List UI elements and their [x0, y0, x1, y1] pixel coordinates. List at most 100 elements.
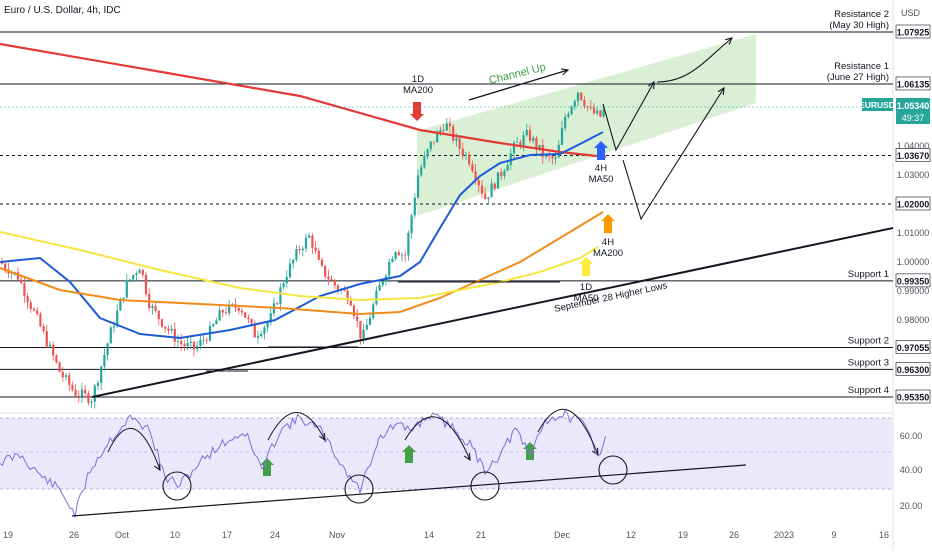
candle-body	[583, 99, 586, 107]
candle-body	[538, 144, 541, 149]
candle-body	[180, 340, 183, 345]
candle-body	[71, 384, 74, 390]
rsi-tick: 20.00	[900, 501, 923, 511]
candle-body	[157, 310, 160, 320]
candle-body	[586, 106, 589, 108]
candle-body	[442, 129, 445, 131]
candle-body	[93, 385, 96, 402]
date-tick: 17	[222, 530, 232, 540]
label-1d-ma50: 1D	[580, 282, 592, 293]
support-1-price-box	[895, 273, 931, 288]
rsi-arc	[404, 416, 471, 461]
rsi-low-circle	[470, 471, 500, 501]
date-tick: Dec	[554, 530, 571, 540]
date-tick: Nov	[329, 530, 346, 540]
candle-body	[596, 110, 599, 114]
candle-body	[189, 341, 192, 343]
price-tick: 1.03000	[897, 170, 930, 180]
candle-body	[183, 344, 186, 346]
candle-body	[352, 305, 356, 317]
channel-arrow-line	[468, 69, 569, 101]
ticker-symbol: EURUSD	[859, 100, 895, 110]
candle-body	[48, 344, 52, 347]
candle-body	[532, 137, 535, 141]
rsi-tick: 60.00	[900, 431, 923, 441]
candle-body	[468, 154, 471, 165]
candle-body	[298, 249, 301, 251]
candle-body	[423, 156, 426, 168]
candle-body	[445, 123, 448, 131]
ticker-price-box	[896, 98, 930, 124]
candle-body	[356, 316, 359, 322]
candle-body	[237, 307, 240, 311]
candle-body	[288, 263, 292, 278]
candle-body	[420, 167, 423, 176]
support-2-label: Support 2	[848, 336, 889, 347]
resistance-2-price: 1.07925	[897, 28, 930, 38]
candle-body	[535, 137, 538, 149]
candle-body	[324, 265, 327, 277]
candle-body	[212, 324, 215, 326]
candle-body	[388, 261, 391, 276]
candle-body	[541, 144, 544, 157]
level-102000-price-box	[895, 196, 931, 211]
price-tick: 1.04000	[897, 141, 930, 151]
candle-body	[29, 302, 32, 309]
candle-body	[580, 92, 583, 100]
candle-body	[407, 232, 410, 256]
label-4h-ma50: 4H	[595, 163, 607, 174]
price-tick: 0.99000	[897, 286, 930, 296]
candle-body	[429, 141, 432, 150]
candle-body	[317, 250, 320, 260]
candle-body	[45, 331, 48, 347]
candle-body	[138, 269, 141, 274]
candle-body	[282, 283, 285, 288]
candle-body	[560, 128, 564, 145]
candle-body	[154, 306, 157, 311]
candle-body	[378, 284, 381, 291]
date-tick: 9	[831, 530, 836, 540]
candle-body	[55, 355, 58, 363]
candle-body	[436, 132, 439, 143]
candle-body	[474, 171, 477, 181]
date-tick: 16	[879, 530, 889, 540]
price-tick: 1.00000	[897, 257, 930, 267]
candle-body	[173, 328, 176, 342]
support-2-price: 0.97055	[897, 343, 930, 353]
candle-body	[375, 290, 378, 305]
candle-body	[500, 172, 503, 176]
label-1d-ma200: 1D	[412, 74, 424, 85]
candle-body	[567, 114, 570, 117]
candle-body	[394, 252, 397, 259]
candle-body	[381, 281, 384, 285]
date-tick: Oct	[115, 530, 130, 540]
candle-body	[196, 345, 199, 350]
candle-body	[96, 382, 100, 386]
candle-body	[250, 319, 253, 324]
candle-body	[231, 304, 234, 305]
candle-body	[52, 344, 55, 356]
date-tick: 14	[424, 530, 434, 540]
candle-body	[135, 273, 138, 275]
date-tick: 19	[3, 530, 13, 540]
candle-body	[106, 343, 109, 355]
arrow-1d-ma50	[579, 257, 593, 276]
candle-body	[314, 247, 317, 251]
candle-body	[487, 197, 490, 200]
candle-body	[522, 135, 525, 146]
candle-body	[141, 269, 144, 275]
label-4h-ma50: MA50	[589, 174, 614, 185]
candle-body	[410, 215, 413, 233]
candle-body	[170, 328, 173, 331]
channel-arrow-head	[560, 68, 570, 76]
resistance-2-price-box	[895, 24, 931, 39]
rsi-trendline	[71, 464, 747, 517]
label-1d-ma50: MA50	[574, 293, 599, 304]
ticker-symbol-box	[862, 98, 893, 111]
candle-body	[336, 285, 340, 290]
candle-body	[602, 109, 605, 117]
candle-body	[506, 164, 509, 171]
candle-body	[266, 322, 269, 328]
candle-body	[276, 303, 279, 305]
